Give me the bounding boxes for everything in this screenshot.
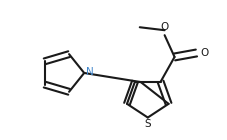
Text: N: N (86, 67, 94, 77)
Text: O: O (160, 22, 169, 32)
Text: O: O (200, 48, 208, 58)
Text: S: S (144, 119, 151, 130)
